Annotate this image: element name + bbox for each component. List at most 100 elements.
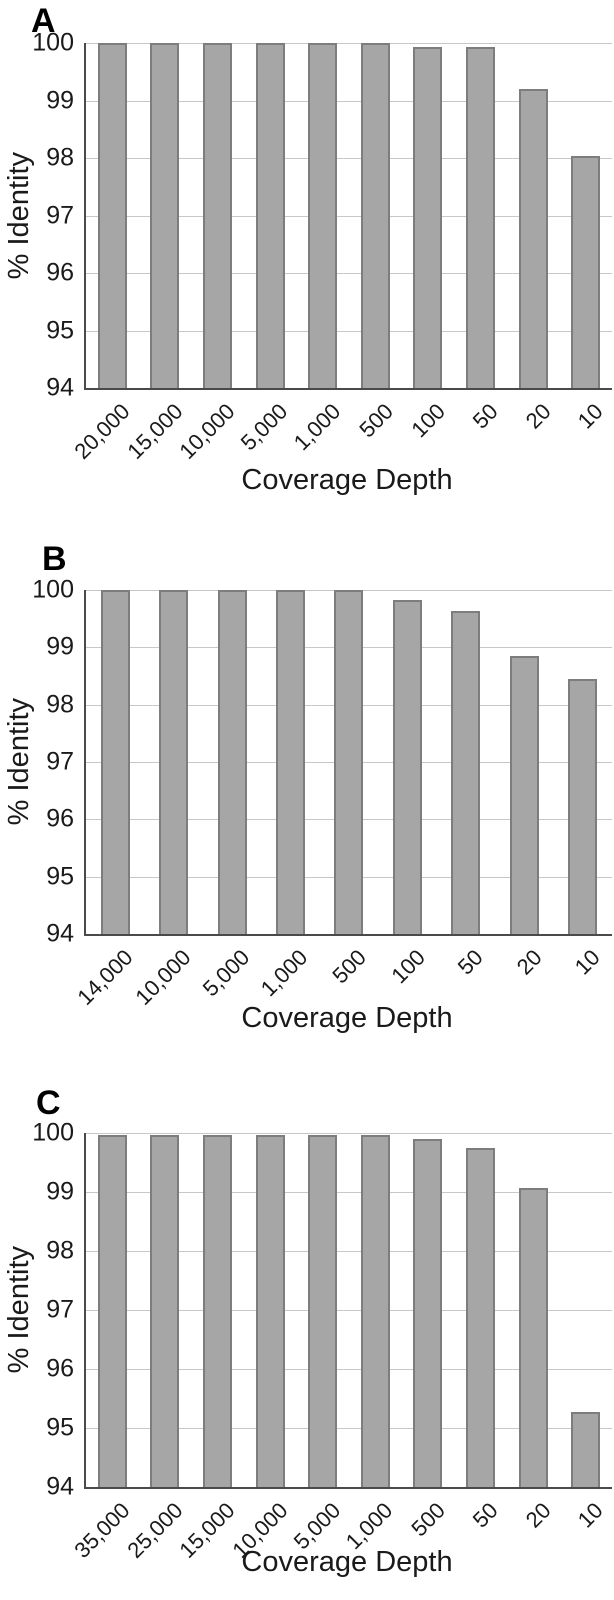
- panel-a-x-tick-labels: 20,000 15,000 10,000 5,000 1,000 500 100 50 20 10: [69, 388, 612, 483]
- panel-c-x-axis-title: Coverage Depth: [241, 1546, 453, 1578]
- panel-b-y-axis-title: % Identity: [2, 698, 35, 826]
- bar-10: [568, 678, 598, 934]
- panel-c-plot-area: 35,000 25,000 15,000 10,000 5,000 1,000 500 50 2…: [32, 1120, 612, 1563]
- y-tick-label-94: 94: [46, 373, 74, 402]
- bar-35,000: [97, 1134, 127, 1487]
- panel-a-bars: [86, 43, 612, 388]
- panel-a-y-axis-title-wrap: % Identity: [2, 43, 36, 388]
- x-tick-label-20: 20: [520, 1497, 556, 1533]
- bar-slot-5,000: [244, 43, 297, 388]
- x-tick-label-10: 10: [572, 398, 608, 434]
- bar-15,000: [202, 1134, 232, 1487]
- x-tick-label-15,000: 15,000: [174, 1497, 240, 1563]
- y-tick-label-97: 97: [46, 201, 74, 229]
- y-tick-label-97: 97: [46, 1295, 74, 1324]
- x-tick-label-10: 10: [570, 944, 606, 980]
- gridline-y-98: [86, 158, 612, 159]
- bar-15,000: [150, 43, 180, 388]
- y-tick-label-96: 96: [46, 804, 74, 833]
- bar-10: [571, 1412, 601, 1487]
- x-tick-label-1,000: 1,000: [288, 398, 345, 456]
- bar-50: [465, 47, 495, 388]
- y-tick-label-100: 100: [32, 575, 74, 604]
- gridline-y-98: [86, 1251, 612, 1252]
- bar-slot-500: [320, 590, 378, 934]
- x-tick-label-100: 100: [386, 944, 430, 989]
- x-tick-label-35,000: 35,000: [69, 1497, 135, 1563]
- bar-10,000: [202, 43, 232, 388]
- bar-slot-15,000: [191, 1133, 244, 1487]
- panel-b-bars: [86, 590, 612, 934]
- bar-5,000: [308, 1134, 338, 1487]
- panel-b-x-axis-title: Coverage Depth: [241, 1002, 453, 1034]
- bar-1,000: [308, 43, 338, 388]
- bar-slot-20: [495, 590, 553, 934]
- y-tick-label-94: 94: [46, 1472, 74, 1501]
- bar-slot-10,000: [191, 43, 244, 388]
- x-tick-label-20: 20: [511, 944, 547, 980]
- bar-1,000: [276, 590, 306, 934]
- gridline-y-97: [86, 1310, 612, 1311]
- bar-20: [518, 89, 548, 388]
- bar-slot-5,000: [296, 1133, 349, 1487]
- panel-b-letter: B: [42, 540, 67, 578]
- bar-slot-10: [559, 1133, 612, 1487]
- bar-slot-1,000: [261, 590, 319, 934]
- panel-c-letter: C: [36, 1084, 61, 1122]
- gridline-y-99: [86, 1192, 612, 1193]
- x-tick-label-100: 100: [406, 398, 451, 443]
- panel-b-y-axis-title-wrap: % Identity: [2, 590, 36, 934]
- bar-500: [360, 43, 390, 388]
- x-tick-label-1,000: 1,000: [256, 944, 313, 1002]
- y-tick-label-96: 96: [46, 1354, 74, 1383]
- bar-slot-14,000: [86, 590, 144, 934]
- y-tick-label-95: 95: [46, 316, 74, 344]
- bar-50: [465, 1147, 495, 1487]
- bar-slot-500: [402, 1133, 455, 1487]
- bar-slot-5,000: [203, 590, 261, 934]
- x-tick-label-1,000: 1,000: [340, 1497, 398, 1555]
- bar-5,000: [255, 43, 285, 388]
- bar-5,000: [217, 590, 247, 934]
- y-tick-label-99: 99: [46, 632, 74, 661]
- bar-100: [413, 47, 443, 388]
- gridline-y-100: [86, 1133, 612, 1134]
- bar-slot-20: [507, 1133, 560, 1487]
- y-tick-label-97: 97: [46, 747, 74, 776]
- panel-b-x-tick-labels: 14,000 10,000 5,000 1,000 500 100 50 20 10: [72, 934, 612, 1029]
- y-tick-label-100: 100: [32, 28, 74, 57]
- panel-c: C % Identity 35,000 25,000 15,000 10,000 5,0…: [0, 1060, 614, 1600]
- bar-slot-1,000: [296, 43, 349, 388]
- bar-10: [571, 156, 601, 388]
- panel-c-bars: [86, 1133, 612, 1487]
- panel-b-plot-area: 14,000 10,000 5,000 1,000 500 100 50 20 10 94 95 9…: [32, 577, 612, 1010]
- bar-25,000: [150, 1134, 180, 1487]
- bar-slot-10,000: [244, 1133, 297, 1487]
- panel-c-y-axis-title: % Identity: [2, 1246, 35, 1374]
- y-tick-label-94: 94: [46, 919, 74, 948]
- gridline-y-96: [86, 1369, 612, 1370]
- y-tick-label-95: 95: [46, 862, 74, 891]
- x-tick-label-500: 500: [327, 944, 372, 989]
- gridline-y-97: [86, 215, 612, 217]
- y-tick-label-100: 100: [32, 1118, 74, 1147]
- panel-a-letter: A: [31, 2, 56, 40]
- bar-slot-15,000: [139, 43, 192, 388]
- bar-slot-10: [559, 43, 612, 388]
- gridline-y-96: [86, 273, 612, 274]
- gridline-y-95: [86, 1428, 612, 1429]
- y-tick-label-99: 99: [46, 1177, 74, 1206]
- bar-slot-100: [402, 43, 455, 388]
- x-tick-label-25,000: 25,000: [121, 1497, 188, 1563]
- x-tick-label-10,000: 10,000: [227, 1497, 293, 1563]
- bar-20,000: [97, 43, 127, 388]
- bar-10,000: [255, 1134, 285, 1487]
- x-tick-label-10,000: 10,000: [174, 398, 240, 464]
- bar-slot-10: [554, 590, 612, 934]
- y-tick-label-96: 96: [46, 258, 74, 287]
- bar-20: [509, 655, 539, 934]
- bar-slot-10,000: [144, 590, 202, 934]
- panel-b: B % Identity 14,000 10,000 5,000 1,000 500 10…: [0, 520, 614, 1060]
- bar-slot-20: [507, 43, 560, 388]
